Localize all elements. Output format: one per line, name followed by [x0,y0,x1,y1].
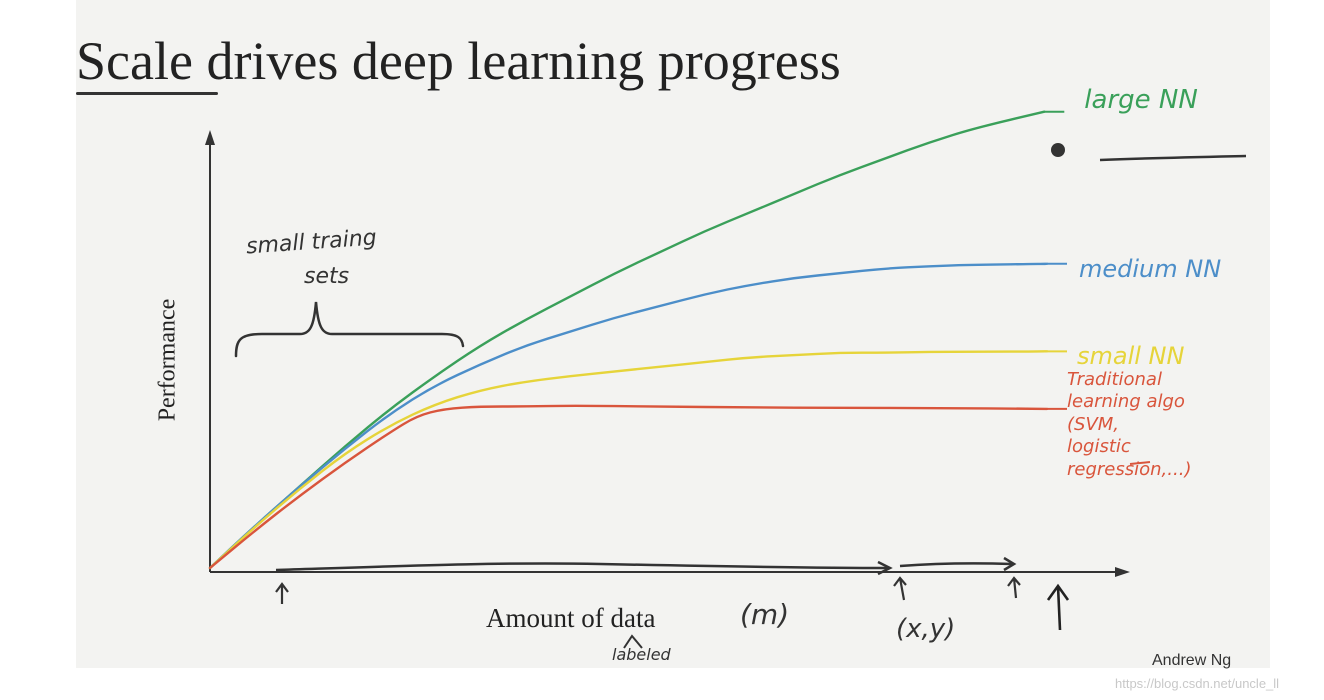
series-label-traditional-algo-line-4: logistic [1067,436,1131,458]
m-annotation: (m) [740,598,790,631]
up-arrow-icon-3 [1007,576,1021,599]
xy-annotation: (x,y) [896,614,956,644]
series-label-large-nn: large NN [1084,84,1198,117]
small-training-annotation-line2: sets [304,264,350,289]
small-training-brace [234,301,465,358]
series-label-traditional-algo-line-2: learning algo [1067,391,1185,413]
watermark-url: https://blog.csdn.net/uncle_ll [1115,676,1280,691]
svm-overline [1129,461,1151,465]
y-axis-arrow-icon [205,130,215,145]
series-line-small-nn [208,350,1049,570]
series-label-traditional-algo-line-3: (SVM, [1067,413,1120,435]
up-arrow-icon-1 [275,582,289,604]
author-credit: Andrew Ng [1152,652,1232,669]
series-label-medium-nn: medium NN [1079,254,1221,284]
series-label-traditional-algo-line-5: regression,...) [1067,458,1192,480]
labeled-caret-icon [623,634,643,649]
data-range-line [275,562,889,572]
series-group [208,110,1067,570]
series-label-traditional-algo-line-1: Traditional [1067,368,1162,390]
large-nn-end-dot [1051,143,1065,157]
series-line-traditional-algo [208,404,1049,570]
series-line-medium-nn [208,262,1049,570]
x-axis-arrow-icon [1115,567,1130,577]
series-label-small-nn-line-1: small NN [1077,342,1185,371]
series-label-small-nn: small NN [1077,341,1184,371]
y-axis-label: Performance [154,298,181,422]
series-label-traditional-algo: Traditional learning algo (SVM, logistic reg… [1067,369,1191,482]
up-arrow-icon-4 [1046,583,1070,631]
labeled-annotation: labeled [612,645,671,664]
series-line-large-nn [208,110,1046,570]
title-underline [76,92,218,95]
up-arrow-icon-2 [893,576,907,601]
data-range-extension-line [899,562,1013,568]
series-label-medium-nn-line-1: medium NN [1079,254,1222,283]
data-range-extension-arrowhead-icon [1003,556,1017,572]
series-label-large-nn-line-1: large NN [1084,84,1198,115]
page-title: Scale drives deep learning progress [76,31,841,91]
large-nn-underline [1099,154,1247,162]
data-range-arrowhead-icon [877,560,893,576]
x-axis-label: Amount of data [486,603,656,633]
